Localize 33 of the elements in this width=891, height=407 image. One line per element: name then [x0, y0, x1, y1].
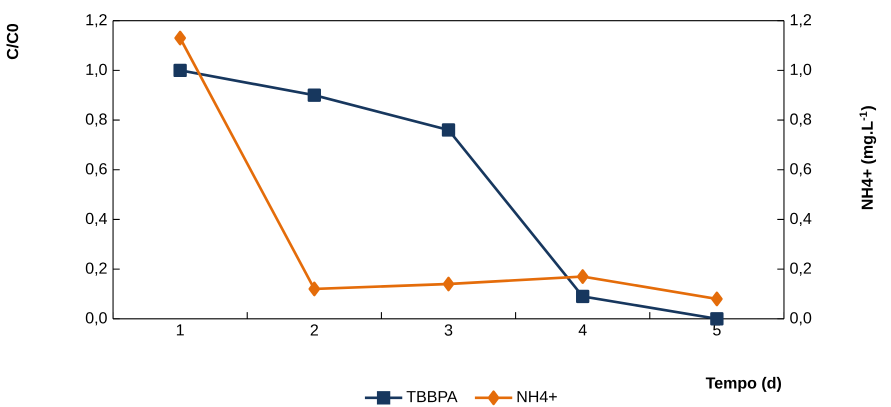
y-tick-label: 0,0: [86, 312, 107, 326]
legend-label: NH4+: [518, 391, 557, 402]
y-axis-title: C/C0: [6, 24, 18, 60]
y2-tick-label: 1,2: [790, 14, 812, 28]
y-tick-label: 0,8: [86, 114, 107, 127]
point: [308, 282, 320, 296]
point: [576, 269, 589, 284]
x-tick-label: 4: [578, 324, 587, 336]
x-tick-label: 1: [176, 324, 184, 336]
y2-tick-label: 0,0: [790, 312, 812, 326]
point: [174, 30, 186, 46]
x-tick-label: 3: [444, 324, 452, 336]
point: [710, 312, 724, 326]
y-tick-label: 0,6: [86, 163, 107, 176]
x-axis-title: Tempo (d): [706, 377, 781, 392]
point: [442, 276, 454, 292]
y-tick-label: 0,2: [86, 262, 107, 276]
point: [308, 88, 321, 102]
y2-tick-label: 0,6: [790, 163, 812, 176]
y-tick-label: 1,2: [86, 14, 107, 28]
point: [442, 123, 456, 137]
y-tick-label: 1,0: [86, 64, 107, 78]
y2-tick-label: 0,2: [790, 262, 812, 276]
point: [711, 292, 723, 306]
y-tick-label: 0,4: [86, 212, 107, 226]
x-tick-label: 2: [310, 324, 318, 336]
legend-label: TBBPA: [406, 391, 458, 402]
y2-axis-title: NH4+ (mg.L$^{-1}$): [860, 106, 876, 210]
y2-tick-label: 0,4: [790, 212, 812, 226]
y2-tick-label: 0,8: [790, 114, 812, 127]
point: [173, 64, 187, 78]
y2-tick-label: 1,0: [790, 64, 812, 78]
point: [576, 290, 590, 304]
